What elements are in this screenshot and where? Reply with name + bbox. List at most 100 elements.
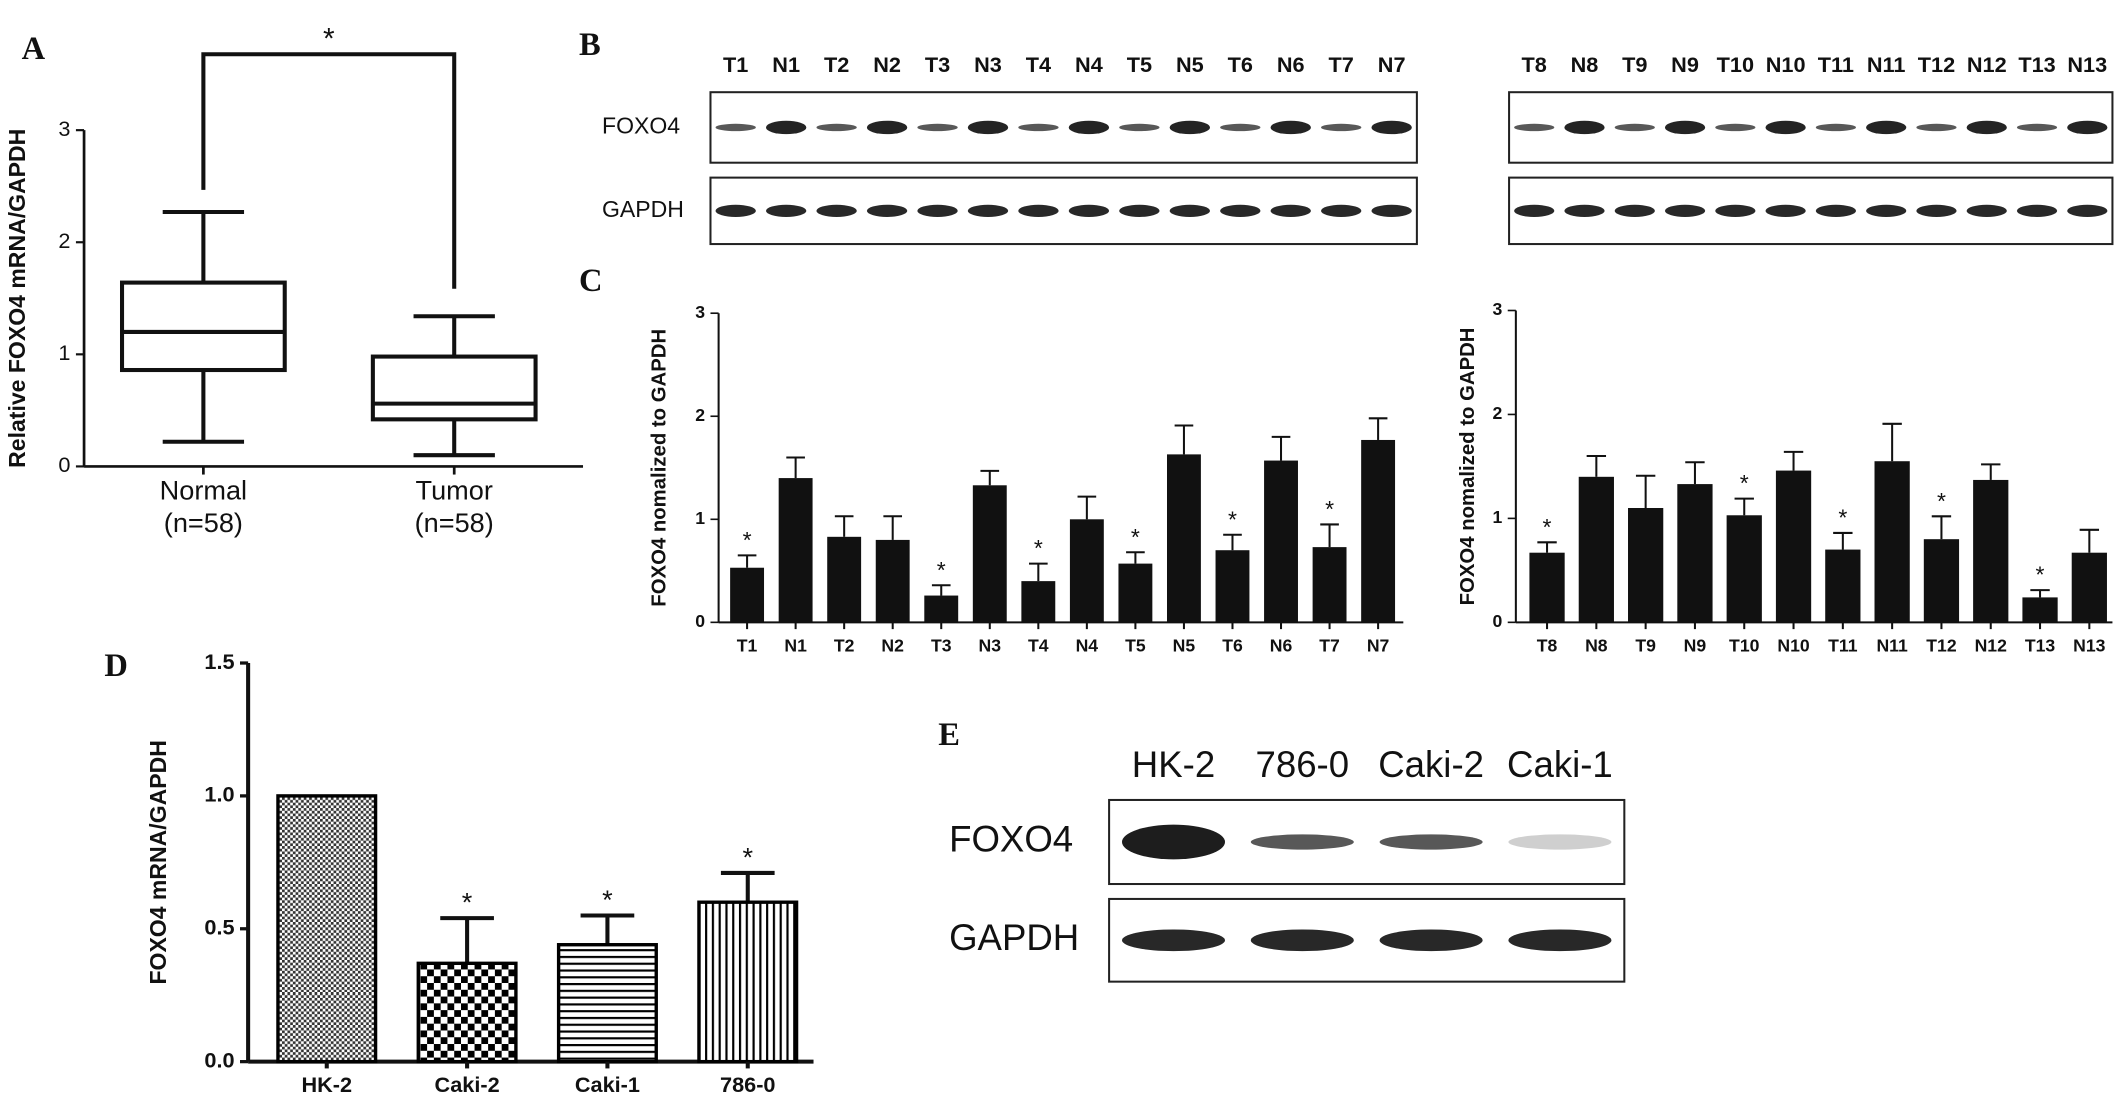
y-axis-label: FOXO4 nomalized to GAPDH — [649, 329, 671, 607]
blot-band — [1508, 834, 1612, 850]
y-tick-label: 1.5 — [204, 649, 234, 674]
blot-lane-label: N2 — [873, 52, 901, 77]
blot-band — [866, 204, 908, 217]
blot-band — [917, 204, 958, 217]
blot-band — [1765, 120, 1806, 135]
blot-lane-label: T5 — [1127, 52, 1152, 77]
blot-band — [1169, 120, 1211, 135]
blot-band — [1321, 204, 1362, 217]
blot-band — [1514, 123, 1555, 132]
blot-band — [2067, 204, 2108, 217]
x-tick-label: T13 — [2025, 635, 2056, 655]
blot-band — [1119, 204, 1160, 217]
blot-band — [1664, 204, 1706, 217]
x-tick-label: N2 — [881, 635, 904, 655]
bar — [1775, 470, 1812, 623]
bar — [2071, 552, 2107, 623]
blot-band — [2016, 123, 2058, 132]
blot-band — [1169, 204, 1211, 217]
bar — [827, 536, 862, 623]
x-tick-label: N11 — [1876, 635, 1908, 655]
y-tick-label: 2 — [1493, 403, 1503, 423]
blot-lane-label: N7 — [1378, 52, 1406, 77]
bar — [2022, 597, 2058, 623]
blot-band — [1250, 834, 1354, 850]
significance-star: * — [1543, 514, 1552, 540]
blot-lane-label: N3 — [974, 52, 1002, 77]
significance-bracket — [201, 52, 457, 289]
blot-band — [1916, 204, 1957, 217]
blot-band — [1715, 123, 1756, 132]
x-tick-label: T5 — [1125, 635, 1146, 655]
significance-star: * — [1325, 496, 1334, 522]
x-tick-label: T8 — [1537, 635, 1558, 655]
y-axis-label: FOXO4 nomalized to GAPDH — [1457, 327, 1479, 605]
blot-band — [1018, 204, 1059, 217]
blot-lane-label: N5 — [1176, 52, 1204, 77]
blot-band — [1250, 929, 1354, 952]
blot-lane-label: T2 — [824, 52, 849, 77]
y-tick-label: 0 — [1493, 611, 1503, 631]
blot-band — [1614, 204, 1655, 217]
bar — [730, 567, 765, 623]
blot-band — [1514, 204, 1555, 217]
bar — [1069, 519, 1104, 623]
blot-lane-label: N9 — [1671, 52, 1699, 77]
blot-row-label: GAPDH — [602, 196, 684, 222]
x-tick-label: N13 — [2073, 635, 2106, 655]
y-tick-label: 0.5 — [204, 915, 234, 940]
panel-letter: D — [104, 648, 127, 684]
x-tick-sublabel: (n=58) — [164, 507, 243, 538]
y-axis-label: Relative FOXO4 mRNA/GAPDH — [4, 129, 30, 468]
bar — [556, 943, 658, 1064]
x-tick-label: N4 — [1076, 635, 1099, 655]
bar — [416, 961, 518, 1064]
blot-lane-label: T6 — [1228, 52, 1253, 77]
bar — [1726, 515, 1762, 623]
blot-band — [1270, 204, 1311, 217]
x-tick-label: T1 — [737, 635, 758, 655]
x-tick-label: N5 — [1173, 635, 1196, 655]
blot-band — [1220, 204, 1261, 217]
y-tick-label: 3 — [1493, 299, 1503, 319]
blot-band — [1371, 204, 1412, 217]
blot-row-label: FOXO4 — [602, 113, 680, 139]
blot-band — [1966, 120, 2007, 135]
y-tick-label: 1.0 — [204, 782, 234, 807]
y-tick-label: 1 — [695, 508, 705, 528]
y-tick-label: 2 — [58, 228, 70, 253]
bar — [1215, 550, 1250, 623]
x-tick-label: N6 — [1270, 635, 1293, 655]
y-tick-label: 3 — [695, 302, 705, 322]
bar — [1312, 547, 1347, 623]
panel-letter: B — [579, 27, 601, 63]
bar — [1118, 563, 1153, 623]
y-tick-label: 0.0 — [204, 1047, 234, 1072]
blot-band — [816, 123, 857, 132]
blot-row-label: FOXO4 — [949, 819, 1073, 860]
x-tick-sublabel: (n=58) — [415, 507, 494, 538]
x-tick-label: T4 — [1028, 635, 1049, 655]
x-tick-label: T6 — [1222, 635, 1243, 655]
blot-band — [866, 120, 908, 135]
blot-lane-label: N4 — [1075, 52, 1103, 77]
significance-star: * — [323, 23, 335, 56]
x-tick-label: T12 — [1926, 635, 1957, 655]
blot-band — [765, 120, 807, 135]
panel-letter: E — [938, 717, 960, 753]
bar — [1677, 484, 1713, 623]
bar — [1166, 454, 1201, 623]
blot-band — [1508, 929, 1612, 952]
x-tick-label: HK-2 — [301, 1072, 352, 1097]
bar — [1361, 439, 1396, 623]
y-axis-label: FOXO4 mRNA/GAPDH — [145, 740, 171, 984]
blot-band — [1614, 123, 1655, 132]
bar — [1973, 479, 2009, 623]
blot-frame — [1508, 176, 2114, 246]
blot-lane-label: Caki-2 — [1378, 744, 1484, 785]
panel-letter: C — [579, 263, 603, 299]
y-tick-label: 0 — [58, 452, 70, 477]
x-tick-label: Tumor — [416, 474, 493, 505]
